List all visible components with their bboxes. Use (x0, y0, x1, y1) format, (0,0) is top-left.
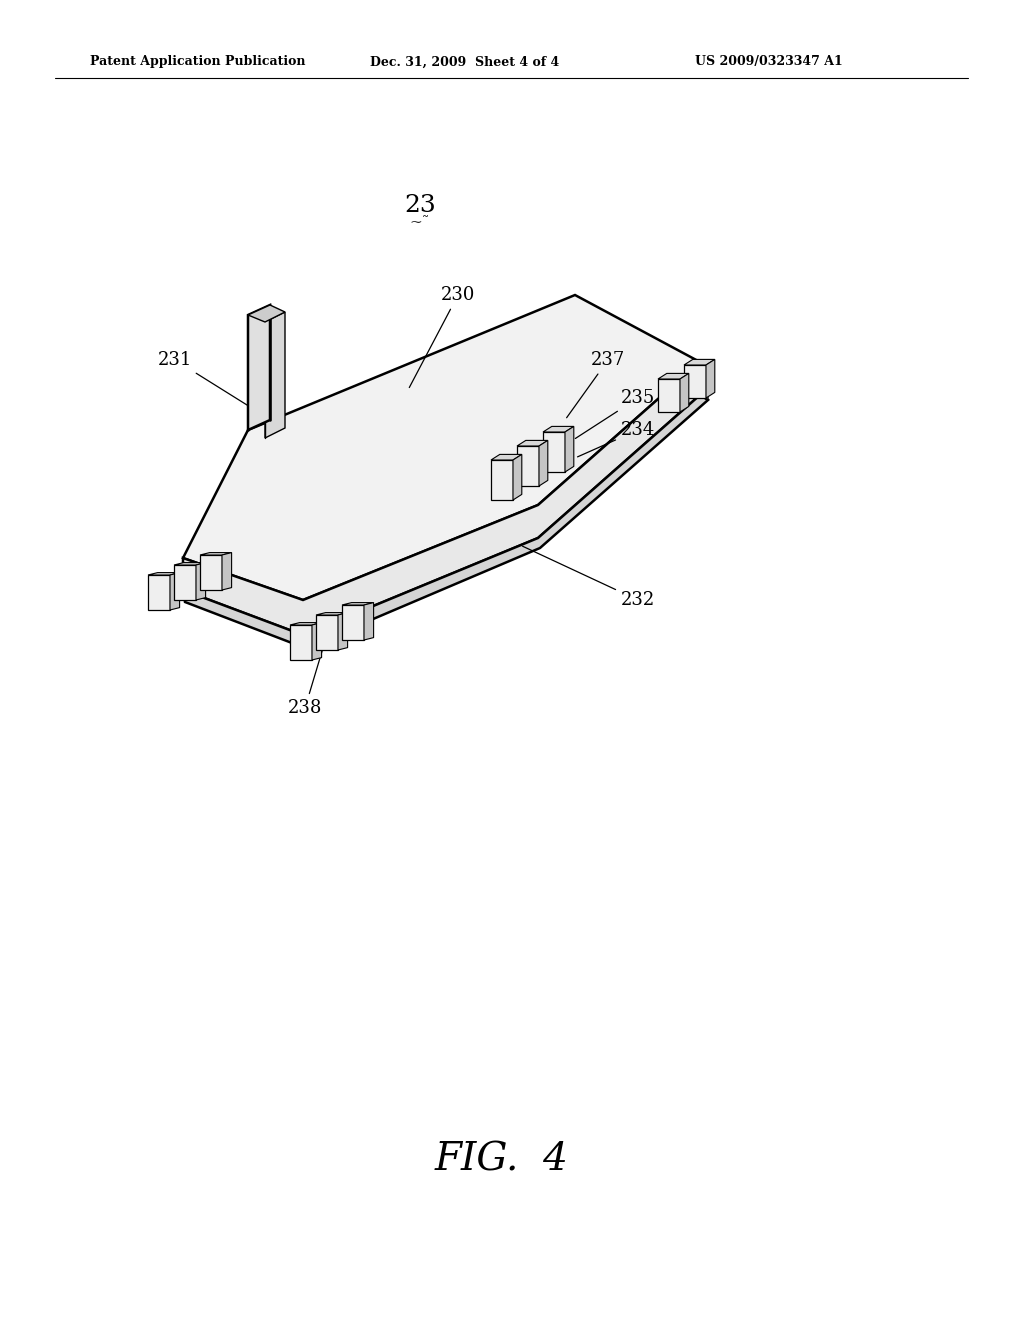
Polygon shape (342, 605, 364, 640)
Polygon shape (680, 374, 689, 412)
Polygon shape (248, 305, 270, 430)
Text: 238: 238 (288, 651, 323, 717)
Text: 235: 235 (575, 389, 655, 438)
Polygon shape (200, 554, 222, 590)
Polygon shape (148, 576, 170, 610)
Polygon shape (517, 446, 539, 486)
Polygon shape (517, 441, 548, 446)
Text: Patent Application Publication: Patent Application Publication (90, 55, 305, 69)
Polygon shape (290, 623, 322, 624)
Polygon shape (265, 312, 285, 438)
Polygon shape (513, 454, 522, 500)
Polygon shape (170, 573, 179, 610)
Text: Dec. 31, 2009  Sheet 4 of 4: Dec. 31, 2009 Sheet 4 of 4 (370, 55, 559, 69)
Polygon shape (174, 565, 196, 601)
Polygon shape (700, 362, 708, 400)
Text: 234: 234 (578, 421, 655, 457)
Text: 23: 23 (404, 194, 436, 216)
Polygon shape (200, 553, 231, 554)
Polygon shape (183, 395, 708, 648)
Polygon shape (183, 362, 700, 635)
Polygon shape (684, 366, 706, 399)
Text: 232: 232 (522, 546, 655, 609)
Polygon shape (248, 305, 285, 322)
Text: 237: 237 (566, 351, 625, 417)
Text: FIG.  4: FIG. 4 (435, 1142, 569, 1179)
Text: 230: 230 (410, 286, 475, 388)
Polygon shape (338, 612, 347, 649)
Polygon shape (148, 573, 179, 576)
Polygon shape (490, 454, 522, 459)
Polygon shape (543, 426, 573, 432)
Polygon shape (316, 612, 347, 615)
Polygon shape (684, 359, 715, 366)
Text: US 2009/0323347 A1: US 2009/0323347 A1 (695, 55, 843, 69)
Polygon shape (342, 603, 374, 605)
Polygon shape (364, 603, 374, 640)
Polygon shape (706, 359, 715, 399)
Polygon shape (196, 562, 206, 601)
Text: 231: 231 (158, 351, 253, 408)
Polygon shape (543, 432, 565, 473)
Polygon shape (183, 294, 700, 601)
Polygon shape (490, 459, 513, 500)
Text: ~˜: ~˜ (410, 216, 430, 230)
Polygon shape (658, 374, 689, 379)
Polygon shape (222, 553, 231, 590)
Polygon shape (174, 562, 206, 565)
Polygon shape (539, 441, 548, 486)
Polygon shape (290, 624, 312, 660)
Polygon shape (312, 623, 322, 660)
Polygon shape (316, 615, 338, 649)
Polygon shape (658, 379, 680, 412)
Polygon shape (565, 426, 573, 473)
